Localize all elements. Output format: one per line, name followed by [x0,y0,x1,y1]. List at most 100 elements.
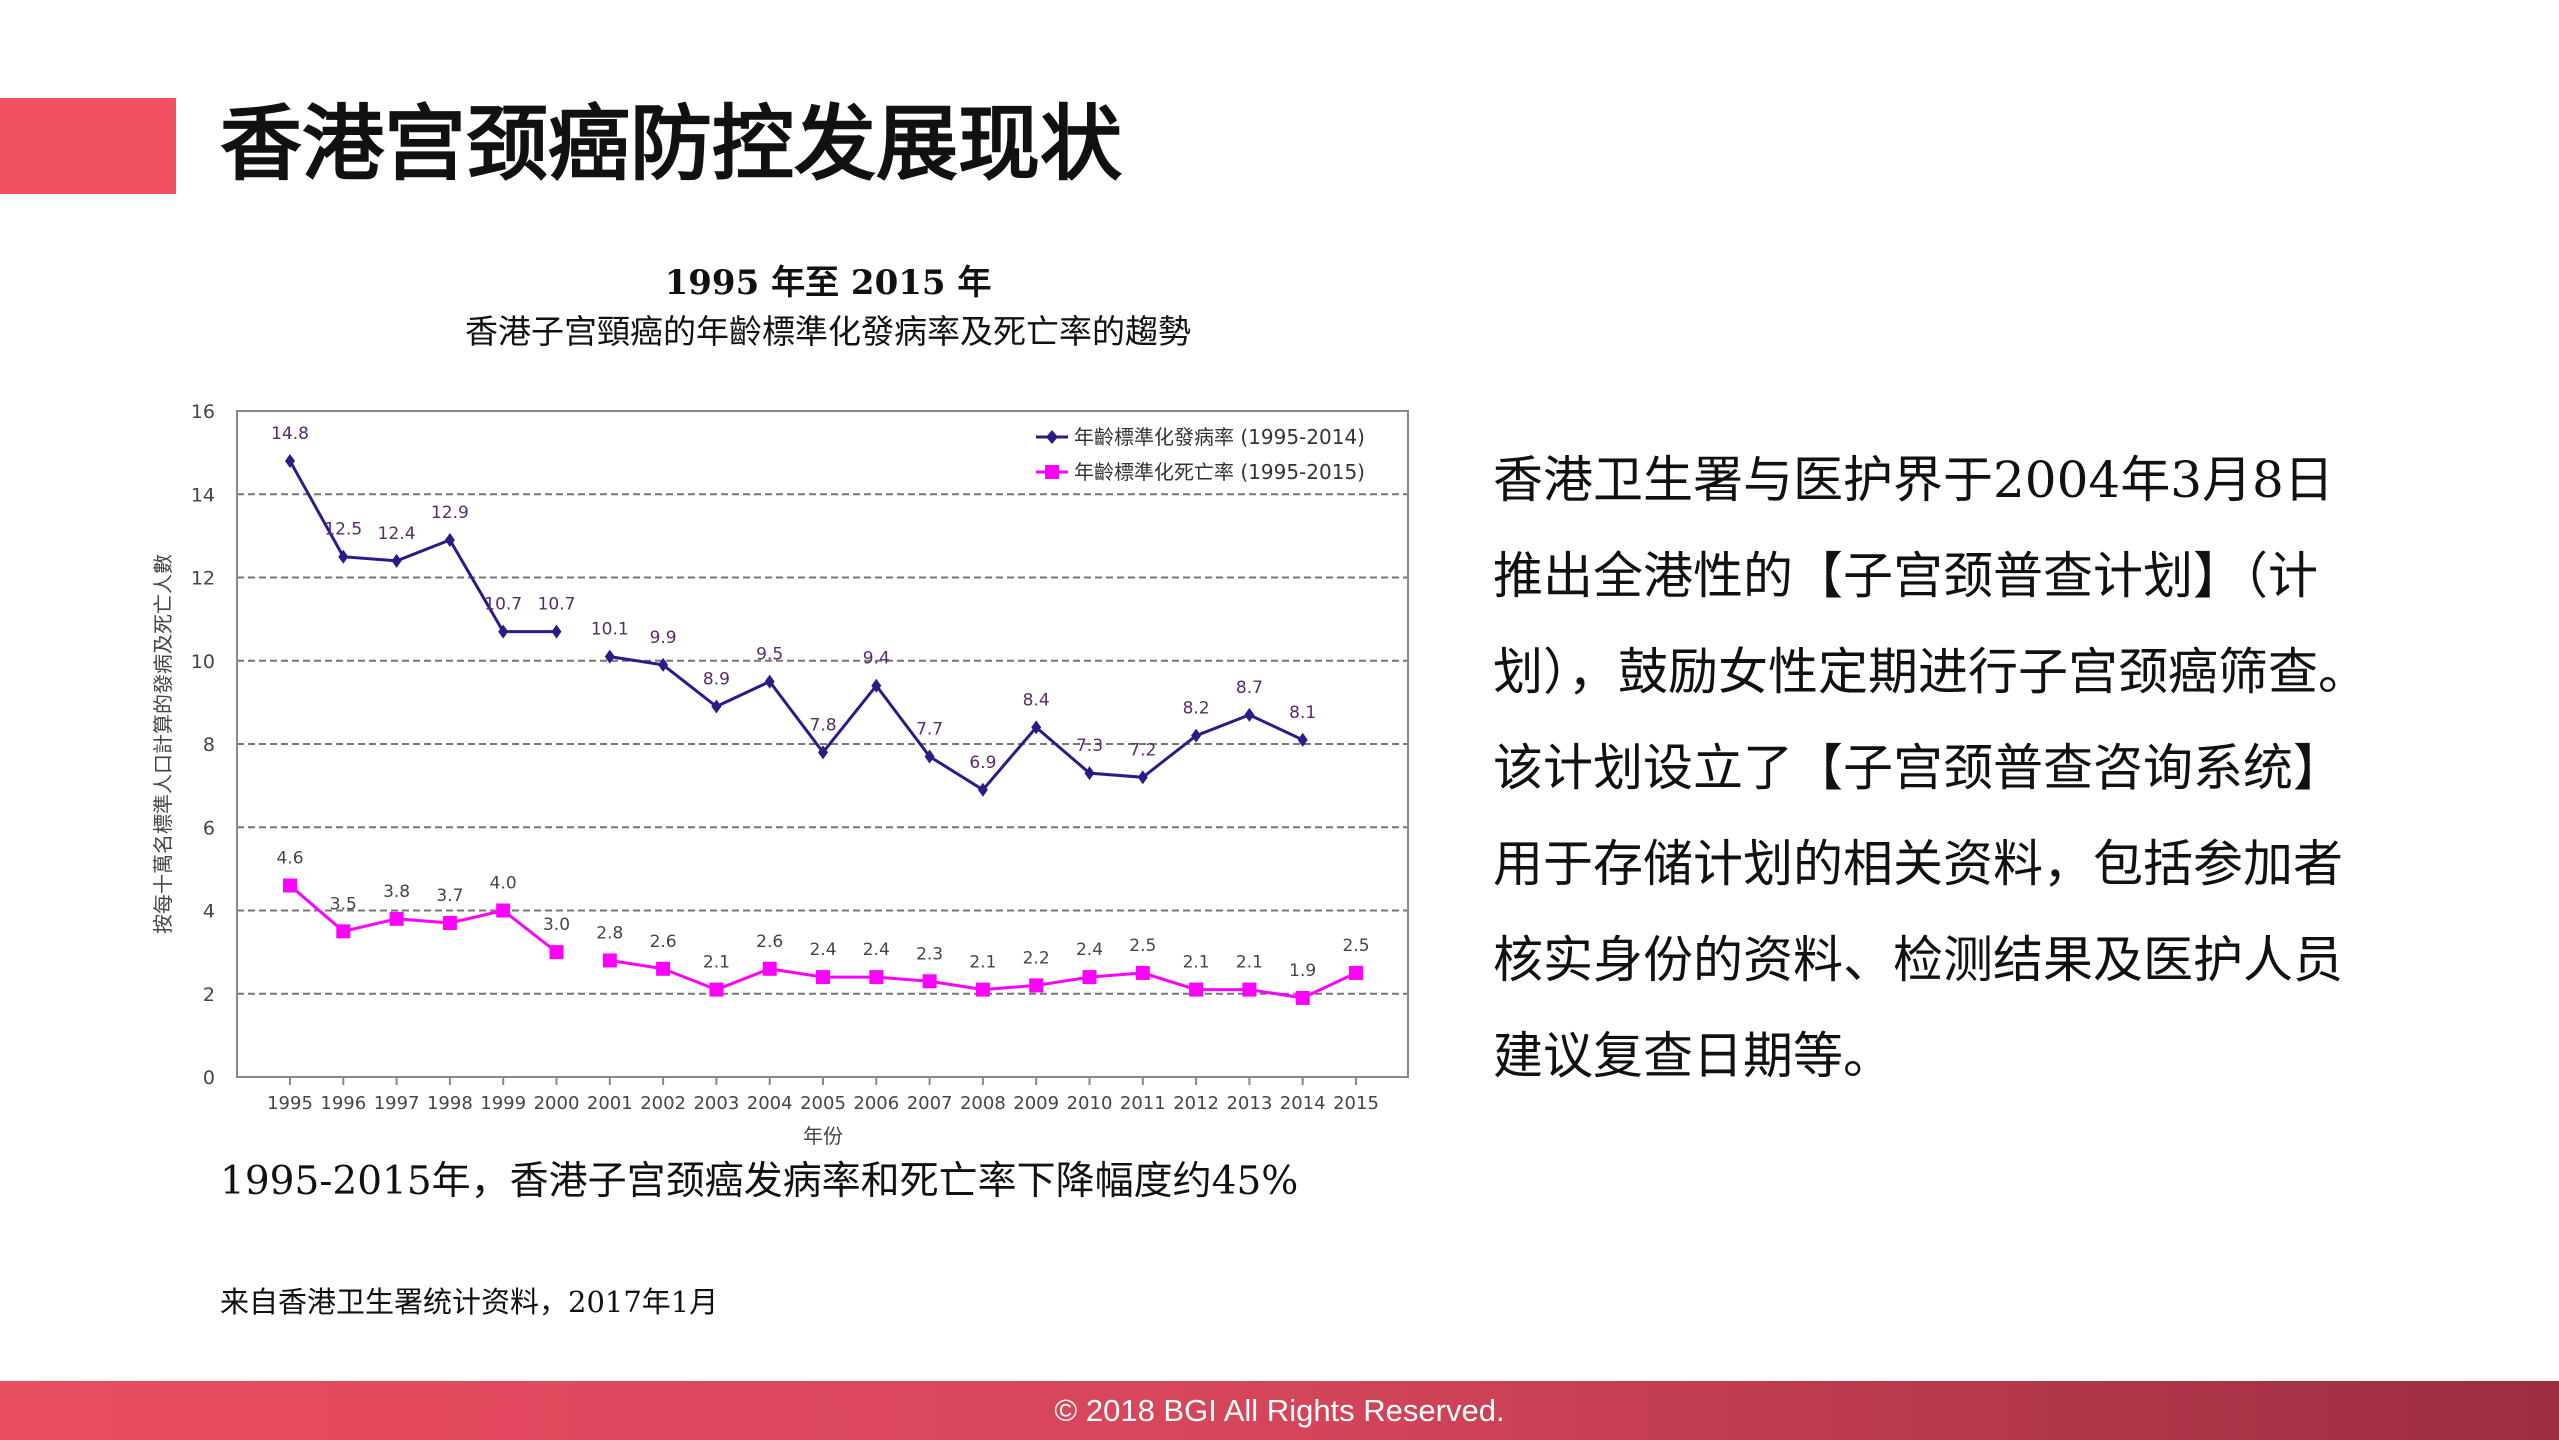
legend-mortality: 年齡標準化死亡率 (1995-2015) [1074,460,1365,484]
data-label: 7.3 [1076,736,1103,756]
data-label: 4.0 [490,874,517,894]
data-point [336,924,351,939]
copyright-text: © 2018 BGI All Rights Reserved. [1054,1393,1505,1428]
x-tick-label: 2007 [907,1093,953,1114]
data-label: 2.1 [703,953,730,973]
x-tick-label: 2012 [1173,1093,1219,1114]
chart-title: 1995 年至 2015 年 [665,263,992,303]
series-line [289,884,558,954]
data-point [1297,732,1308,747]
x-tick-label: 2014 [1280,1093,1326,1114]
data-label: 9.5 [756,645,783,665]
data-label: 8.4 [1023,690,1050,710]
x-tick-label: 2011 [1120,1093,1166,1114]
x-tick-label: 2008 [960,1093,1006,1114]
series-mortality: 4.6 3.5 3.8 3.7 4.0 3.0 2.8 2.6 2.1 2.6 2.4 2.4 2.3 2… [276,849,1370,1005]
data-point [818,745,828,760]
data-label: 2.1 [969,953,996,973]
legend-incidence: 年齡標準化發病率 (1995-2014) [1074,425,1365,449]
data-point [764,674,775,689]
source-note: 来自香港卫生署统计资料，2017年1月 [220,1285,719,1319]
data-point [285,453,295,468]
data-point [498,624,509,639]
x-tick-label: 1996 [320,1093,366,1114]
data-label: 4.6 [276,849,303,869]
y-tick-label: 14 [191,484,215,506]
y-tick-label: 8 [203,734,215,756]
data-point [1029,978,1044,993]
chart-subtitle: 香港子宫頸癌的年齡標準化發病率及死亡率的趨勢 [465,312,1191,351]
data-label: 3.8 [383,882,410,902]
x-tick-label: 2006 [853,1093,899,1114]
data-label: 2.5 [1342,936,1369,956]
data-label: 2.2 [1023,948,1050,968]
data-point [871,678,882,693]
y-tick-label: 10 [191,651,215,673]
data-point [869,970,884,985]
x-tick-label: 2003 [693,1093,739,1114]
data-point [658,657,669,672]
data-point [1135,965,1150,980]
legend-marker-mortality [1045,465,1059,479]
x-tick-label: 2002 [640,1093,686,1114]
description-text: 香港卫生署与医护界于2004年3月8日 推出全港性的【子宫颈普查计划】（计 划）… [1493,432,2368,1104]
data-point [1191,728,1202,743]
data-label: 10.7 [484,595,522,615]
data-point [1082,970,1097,985]
series-incidence: 14.8 12.5 12.4 12.9 10.7 10.7 10.1 9.9 8.9 9.5 7.8… [271,424,1316,797]
data-label: 3.0 [543,915,570,935]
data-label: 2.1 [1183,953,1210,973]
y-tick-label: 2 [203,984,215,1006]
data-label: 8.1 [1289,703,1316,723]
data-point [1349,965,1363,980]
data-point [1189,982,1204,997]
x-tick-label: 2013 [1226,1093,1272,1114]
data-point [551,624,562,639]
description-line: 划），鼓励女性定期进行子宫颈癌筛查。 [1493,643,2368,701]
data-point [1295,990,1310,1005]
data-label: 9.9 [650,628,677,648]
data-label: 6.9 [969,753,996,773]
data-label: 8.7 [1236,678,1263,698]
series-line [609,655,1304,792]
data-point [922,974,937,989]
slide-title: 香港宫颈癌防控发展现状 [220,96,1123,192]
description-line: 香港卫生署与医护界于2004年3月8日 [1493,451,2334,509]
data-label: 7.8 [809,715,836,735]
data-point [977,782,988,797]
data-label: 7.7 [916,719,943,739]
data-point [1084,766,1095,781]
data-point [656,961,671,976]
data-label: 12.9 [431,503,469,523]
x-tick-label: 2005 [800,1093,846,1114]
data-label: 2.4 [809,940,836,960]
data-point [602,953,617,968]
data-point [442,915,457,930]
y-tick-label: 0 [203,1067,215,1089]
data-point [444,533,455,548]
data-label: 2.1 [1236,953,1263,973]
data-label: 12.5 [324,520,362,540]
y-tick-label: 6 [203,817,215,839]
data-point [1242,982,1257,997]
description-line: 该计划设立了【子宫颈普查咨询系统】 [1493,739,2343,797]
x-tick-label: 2001 [587,1093,633,1114]
x-tick-label: 2010 [1067,1093,1113,1114]
data-label: 2.3 [916,944,943,964]
data-label: 8.2 [1183,699,1210,719]
data-label: 2.6 [650,932,677,952]
description-line: 核实身份的资料、检测结果及医护人员 [1493,931,2343,989]
data-point [549,945,564,960]
data-label: 2.6 [756,932,783,952]
description-line: 建议复查日期等。 [1493,1027,1893,1085]
data-label: 3.7 [436,886,463,906]
footer-bar: © 2018 BGI All Rights Reserved. [0,1381,2559,1440]
chart-caption: 1995-2015年，香港子宫颈癌发病率和死亡率下降幅度约45% [220,1159,1299,1204]
x-tick-label: 1995 [267,1093,313,1114]
title-accent-bar [0,98,176,194]
x-tick-label: 1998 [427,1093,473,1114]
data-point [604,649,615,664]
data-label: 10.7 [538,595,576,615]
data-point [283,878,297,893]
